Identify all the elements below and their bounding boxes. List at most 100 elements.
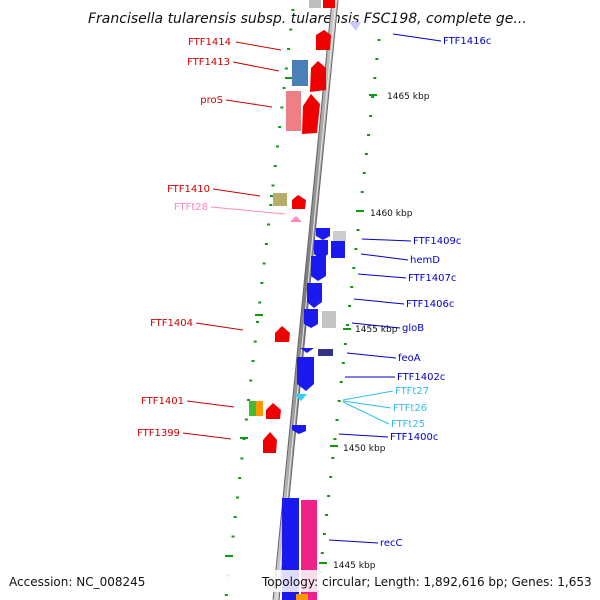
scale-tick	[284, 67, 288, 70]
gene-FTFt28[interactable]	[290, 216, 302, 222]
gene-label-proS[interactable]: proS	[200, 95, 223, 106]
gene-bottom-orange[interactable]	[296, 594, 308, 600]
scale-tick	[247, 399, 251, 401]
gene-label-FTF1413[interactable]: FTF1413	[187, 57, 230, 68]
scale-label-1465: 1465 kbp	[387, 92, 430, 102]
gene-top-red[interactable]	[323, 0, 335, 8]
scale-major-tick	[285, 77, 293, 79]
gene-gloB[interactable]	[304, 309, 318, 328]
footer-background	[0, 570, 600, 592]
scale-tick	[348, 305, 352, 307]
gene-FTF1416c[interactable]	[349, 22, 361, 31]
gene-hemD[interactable]	[314, 240, 328, 260]
gene-FTF1399[interactable]	[263, 432, 277, 453]
gene-label-hemD[interactable]: hemD	[410, 255, 440, 266]
topology-text: Topology: circular; Length: 1,892,616 bp…	[261, 575, 592, 589]
gene-gloB-gray[interactable]	[322, 311, 336, 328]
gene-FTF1401-green[interactable]	[249, 401, 256, 416]
gene-FTF1409c[interactable]	[316, 228, 330, 240]
scale-tick	[350, 286, 354, 288]
scale-tick	[275, 145, 279, 148]
scale-tick	[352, 267, 356, 269]
gene-label-FTF1414[interactable]: FTF1414	[188, 37, 231, 48]
scale-tick	[325, 514, 329, 516]
gene-FTF1414[interactable]	[316, 30, 331, 50]
gene-FTF1401-orange[interactable]	[256, 401, 263, 416]
scale-tick	[233, 516, 237, 518]
gene-label-FTFt26[interactable]: FTFt26	[393, 403, 427, 414]
gene-FTF1413-blue[interactable]	[292, 60, 308, 86]
scale-ticks	[224, 9, 381, 596]
scale-tick	[373, 77, 377, 79]
map-title: Francisella tularensis subsp. tularensis…	[88, 11, 527, 27]
gene-label-FTFt27[interactable]: FTFt27	[395, 386, 429, 397]
scale-label-1460: 1460 kbp	[370, 209, 413, 219]
gene-top-gray[interactable]	[309, 0, 321, 8]
gene-FTF1401[interactable]	[266, 403, 281, 419]
plus-strand-features	[249, 0, 335, 600]
scale-tick	[287, 48, 291, 50]
scale-label-1450: 1450 kbp	[343, 444, 386, 454]
scale-tick	[231, 535, 235, 538]
scale-tick	[280, 106, 284, 109]
scale-tick	[375, 58, 379, 60]
scale-tick	[253, 340, 257, 343]
gene-label-FTF1402c[interactable]: FTF1402c	[397, 372, 445, 383]
scale-tick	[238, 477, 242, 479]
gene-proS-pink[interactable]	[286, 91, 301, 131]
gene-FTF1409c-gray[interactable]	[333, 231, 346, 241]
gene-label-FTF1401[interactable]: FTF1401	[141, 396, 184, 407]
gene-label-FTF1400c[interactable]: FTF1400c	[390, 432, 438, 443]
gene-label-FTF1399[interactable]: FTF1399	[137, 428, 180, 439]
gene-FTF1410-olive[interactable]	[273, 193, 287, 206]
scale-tick	[377, 39, 381, 41]
gene-label-FTF1410[interactable]: FTF1410	[167, 184, 210, 195]
gene-hemD-box[interactable]	[331, 241, 345, 258]
scale-tick	[335, 419, 339, 421]
gene-label-FTFt28[interactable]: FTFt28	[174, 202, 208, 213]
scale-tick	[262, 262, 266, 265]
gene-label-feoA[interactable]: feoA	[398, 353, 421, 364]
scale-tick	[339, 381, 343, 383]
gene-feoA[interactable]	[318, 349, 333, 356]
gene-FTF1400c[interactable]	[292, 425, 306, 434]
scale-tick	[264, 243, 268, 245]
scale-tick	[354, 248, 358, 250]
scale-tick	[289, 28, 293, 31]
gene-label-gloB[interactable]: gloB	[402, 323, 424, 334]
scale-tick	[343, 343, 347, 345]
gene-label-FTF1406c[interactable]: FTF1406c	[406, 299, 454, 310]
scale-tick	[260, 282, 264, 284]
scale-tick	[369, 115, 373, 117]
gene-FTF1402c[interactable]	[297, 357, 314, 391]
scale-tick	[331, 457, 335, 459]
scale-tick	[224, 594, 228, 596]
gene-FTFt27[interactable]	[295, 394, 307, 401]
scale-major-tick	[240, 437, 248, 439]
gene-feoA-small[interactable]	[300, 348, 314, 353]
gene-label-recC[interactable]: recC	[380, 538, 403, 549]
scale-label-1455: 1455 kbp	[355, 325, 398, 335]
gene-FTF1404[interactable]	[275, 326, 290, 342]
gene-label-FTF1404[interactable]: FTF1404	[150, 318, 193, 329]
gene-FTF1410[interactable]	[292, 195, 306, 209]
scale-tick	[258, 301, 262, 304]
scale-tick	[278, 126, 282, 128]
gene-label-FTF1409c[interactable]: FTF1409c	[413, 236, 461, 247]
gene-proS[interactable]	[302, 94, 320, 134]
scale-major-tick	[330, 445, 338, 447]
scale-tick	[356, 229, 360, 231]
gene-label-FTFt25[interactable]: FTFt25	[391, 419, 425, 430]
scale-tick	[322, 533, 326, 535]
gene-FTF1407c[interactable]	[311, 256, 326, 281]
scale-label-1445: 1445 kbp	[333, 561, 376, 571]
minus-strand-features	[292, 22, 361, 434]
gene-label-FTF1416c[interactable]: FTF1416c	[443, 36, 491, 47]
scale-labels: 1465 kbp 1460 kbp 1455 kbp 1450 kbp 1445…	[333, 92, 430, 571]
left-gene-labels: FTF1414 FTF1413 proS FTF1410 FTFt28 FTF1…	[137, 37, 231, 439]
scale-major-tick	[369, 94, 377, 96]
gene-FTF1413[interactable]	[310, 61, 326, 92]
gene-FTF1406c[interactable]	[307, 283, 322, 308]
gene-label-FTF1407c[interactable]: FTF1407c	[408, 273, 456, 284]
